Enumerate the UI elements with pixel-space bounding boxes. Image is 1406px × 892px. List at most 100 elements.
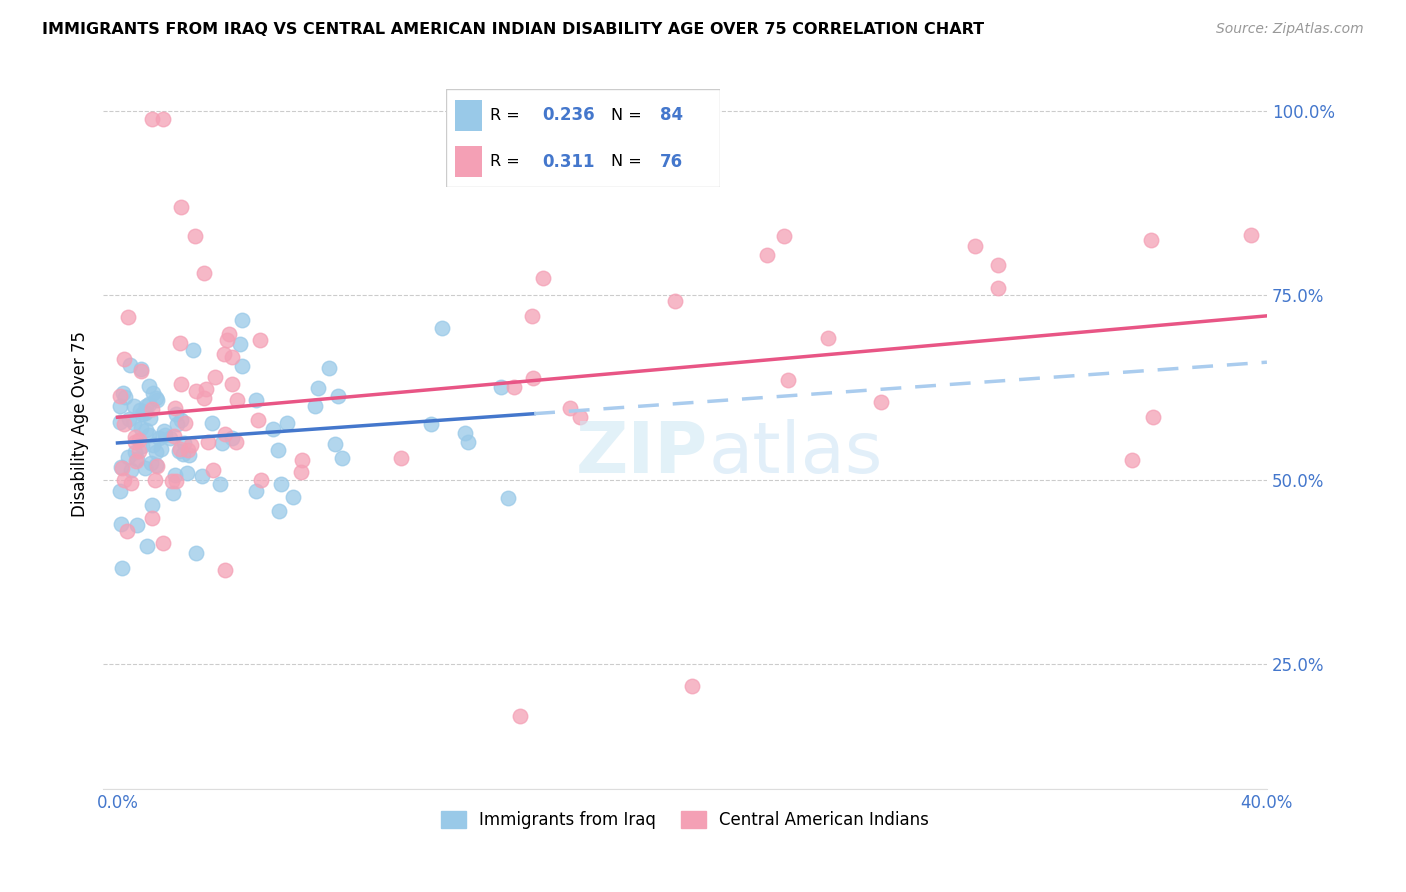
Point	[225, 434, 247, 449]
Point	[141, 401, 163, 416]
Point	[503, 380, 526, 394]
Point	[179, 448, 201, 462]
Point	[177, 443, 200, 458]
Point	[430, 321, 453, 335]
Point	[143, 473, 166, 487]
Point	[110, 461, 132, 475]
Point	[128, 434, 150, 448]
Point	[270, 477, 292, 491]
Point	[110, 561, 132, 575]
Point	[165, 407, 187, 421]
Point	[120, 463, 142, 477]
Point	[778, 373, 800, 387]
Point	[152, 112, 174, 126]
Point	[114, 417, 136, 432]
Point	[454, 426, 477, 441]
Point	[118, 358, 141, 372]
Point	[181, 343, 204, 357]
Point	[193, 391, 215, 405]
Point	[522, 309, 544, 323]
Point	[134, 460, 156, 475]
Point	[1240, 228, 1263, 243]
Point	[204, 370, 226, 384]
Point	[117, 524, 139, 539]
Point	[162, 486, 184, 500]
Point	[131, 421, 153, 435]
Point	[226, 393, 249, 408]
Point	[145, 392, 167, 406]
Point	[290, 465, 312, 479]
Point	[184, 229, 207, 244]
Text: ZIP: ZIP	[576, 419, 709, 488]
Point	[122, 417, 145, 431]
Point	[150, 442, 173, 456]
Point	[249, 333, 271, 347]
Text: Source: ZipAtlas.com: Source: ZipAtlas.com	[1216, 22, 1364, 37]
Point	[162, 475, 184, 489]
Point	[120, 475, 142, 490]
Point	[1121, 453, 1143, 467]
Y-axis label: Disability Age Over 75: Disability Age Over 75	[72, 332, 89, 517]
Point	[112, 352, 135, 367]
Point	[756, 248, 779, 262]
Point	[531, 271, 554, 285]
Point	[110, 389, 132, 403]
Point	[124, 429, 146, 443]
Point	[664, 293, 686, 308]
Legend: Immigrants from Iraq, Central American Indians: Immigrants from Iraq, Central American I…	[434, 804, 936, 836]
Point	[134, 406, 156, 420]
Point	[122, 400, 145, 414]
Point	[489, 380, 512, 394]
Point	[141, 510, 163, 524]
Point	[165, 474, 187, 488]
Point	[111, 385, 134, 400]
Point	[522, 371, 544, 385]
Point	[326, 389, 349, 403]
Point	[174, 416, 197, 430]
Point	[163, 468, 186, 483]
Point	[869, 395, 891, 409]
Point	[170, 413, 193, 427]
Point	[419, 417, 441, 431]
Point	[283, 490, 305, 504]
Point	[110, 415, 132, 429]
Point	[179, 438, 201, 452]
Point	[114, 390, 136, 404]
Point	[457, 434, 479, 449]
Point	[173, 436, 195, 450]
Point	[152, 536, 174, 550]
Point	[118, 412, 141, 426]
Point	[128, 444, 150, 458]
Point	[963, 238, 986, 252]
Point	[141, 112, 163, 126]
Point	[138, 378, 160, 392]
Point	[304, 399, 326, 413]
Point	[247, 413, 270, 427]
Point	[141, 498, 163, 512]
Point	[146, 393, 169, 408]
Point	[131, 439, 153, 453]
Point	[138, 397, 160, 411]
Point	[332, 451, 354, 466]
Point	[496, 491, 519, 505]
Point	[167, 444, 190, 458]
Point	[110, 516, 132, 531]
Point	[176, 467, 198, 481]
Point	[197, 434, 219, 449]
Point	[1140, 233, 1163, 247]
Point	[112, 473, 135, 487]
Point	[124, 435, 146, 450]
Point	[125, 453, 148, 467]
Point	[509, 708, 531, 723]
Point	[117, 310, 139, 324]
Point	[231, 312, 253, 326]
Point	[159, 431, 181, 445]
Point	[307, 381, 329, 395]
Point	[772, 229, 794, 244]
Point	[135, 399, 157, 413]
Point	[124, 445, 146, 459]
Point	[215, 333, 238, 347]
Point	[145, 445, 167, 459]
Point	[229, 337, 252, 351]
Point	[135, 423, 157, 437]
